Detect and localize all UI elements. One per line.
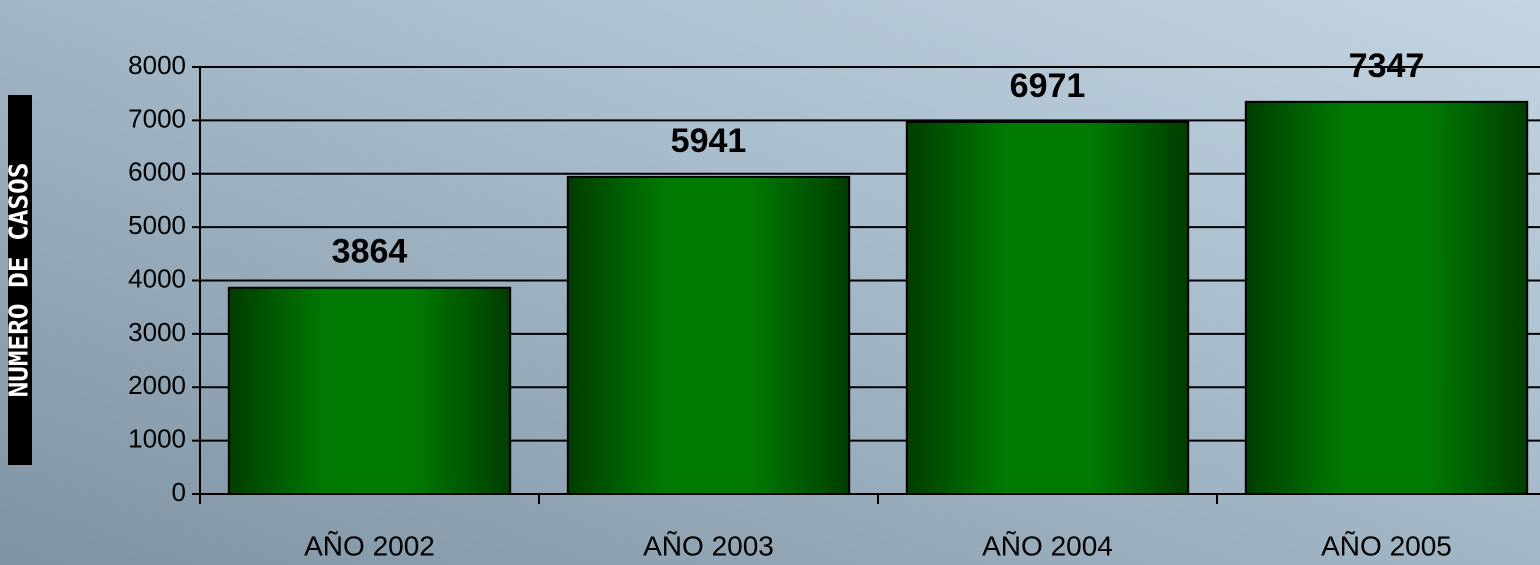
x-tick-label: AÑO 2003 <box>643 530 774 561</box>
bar <box>1244 100 1529 495</box>
y-axis-label: NUMERO DE CASOS <box>5 163 35 398</box>
y-tick-label: 6000 <box>128 157 186 187</box>
y-tick-label: 3000 <box>128 317 186 347</box>
y-tick-label: 2000 <box>128 370 186 400</box>
y-tick-label: 0 <box>172 477 186 507</box>
value-label: 5941 <box>671 122 747 160</box>
value-label: 6971 <box>1010 67 1086 105</box>
y-tick-label: 1000 <box>128 424 186 454</box>
value-label: 7347 <box>1349 47 1425 85</box>
y-tick-label: 8000 <box>128 50 186 80</box>
x-tick-label: AÑO 2005 <box>1321 530 1452 561</box>
bar <box>905 120 1190 495</box>
x-tick-label: AÑO 2004 <box>982 530 1113 561</box>
value-label: 3864 <box>332 233 408 271</box>
y-tick-label: 4000 <box>128 263 186 293</box>
bar <box>566 175 851 495</box>
y-label-box <box>8 95 32 465</box>
y-tick-label: 7000 <box>128 103 186 133</box>
x-tick-label: AÑO 2002 <box>304 530 435 561</box>
bar <box>227 286 512 495</box>
y-tick-label: 5000 <box>128 210 186 240</box>
